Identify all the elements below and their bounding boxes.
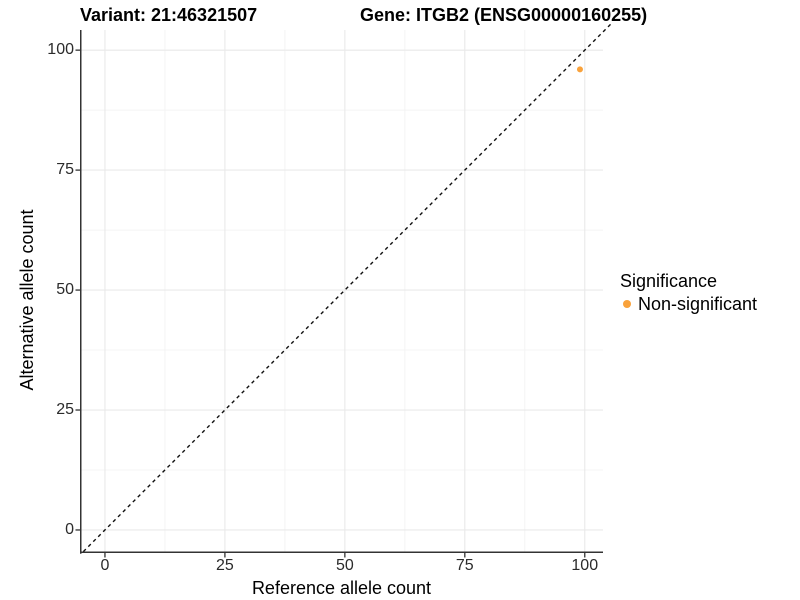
x-tick-label: 100 — [571, 557, 599, 574]
legend-item-label: Non-significant — [638, 294, 758, 314]
legend-title: Significance — [620, 271, 718, 291]
x-tick-label: 50 — [335, 557, 354, 574]
x-tick-label: 0 — [100, 557, 110, 574]
plot-title-variant: Variant: 21:46321507 — [80, 5, 258, 25]
y-tick-label: 0 — [65, 520, 74, 538]
plot-canvas — [75, 22, 613, 558]
y-tick-label: 75 — [56, 161, 74, 179]
legend-point-icon — [623, 300, 631, 308]
x-tick-label: 75 — [455, 557, 474, 574]
identity-dashed-line — [82, 22, 613, 553]
x-axis-title: Reference allele count — [251, 578, 432, 598]
legend-item-non-significant: Non-significant — [620, 294, 757, 314]
plot-panel — [75, 22, 613, 558]
data-point — [576, 66, 583, 73]
y-axis-title: Alternative allele count — [17, 209, 37, 391]
y-tick-label: 50 — [56, 281, 74, 299]
x-tick-label: 25 — [215, 557, 234, 574]
legend: Significance Non-significant — [620, 271, 757, 314]
y-tick-label: 100 — [47, 41, 74, 59]
plot-title-gene: Gene: ITGB2 (ENSG00000160255) — [360, 5, 648, 25]
y-tick-label: 25 — [56, 401, 74, 418]
